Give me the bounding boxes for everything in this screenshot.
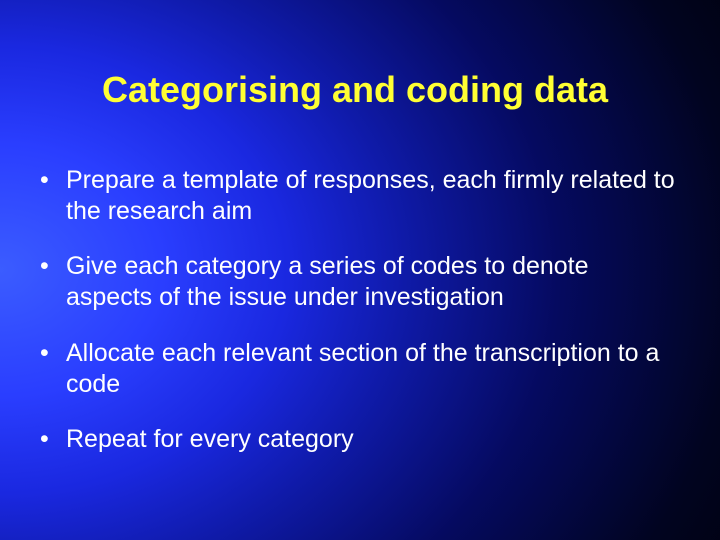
bullet-list: Prepare a template of responses, each fi… xyxy=(30,165,680,456)
slide: Categorising and coding data Prepare a t… xyxy=(0,0,720,540)
list-item: Prepare a template of responses, each fi… xyxy=(38,165,680,228)
slide-title: Categorising and coding data xyxy=(60,70,650,110)
list-item: Allocate each relevant section of the tr… xyxy=(38,338,680,401)
list-item: Give each category a series of codes to … xyxy=(38,251,680,314)
list-item: Repeat for every category xyxy=(38,424,680,455)
